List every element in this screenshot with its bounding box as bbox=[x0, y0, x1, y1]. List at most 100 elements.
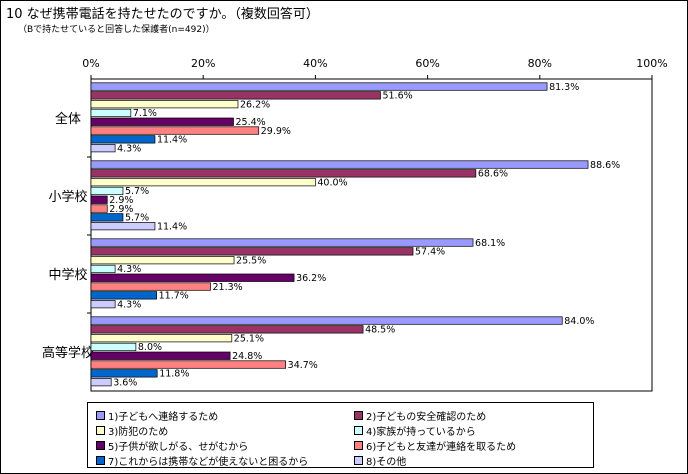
bar bbox=[90, 378, 112, 387]
legend-swatch bbox=[354, 426, 363, 435]
data-label: 25.4% bbox=[235, 117, 265, 128]
legend-swatch bbox=[96, 426, 105, 435]
bar bbox=[90, 126, 260, 135]
category-label: 小学校 bbox=[48, 189, 87, 205]
data-label: 4.3% bbox=[117, 299, 141, 310]
legend-swatch bbox=[354, 456, 363, 465]
data-label: 26.2% bbox=[240, 99, 270, 110]
bar bbox=[90, 135, 156, 144]
bar bbox=[90, 256, 235, 265]
data-label: 48.5% bbox=[365, 325, 395, 336]
data-label: 7.1% bbox=[133, 108, 157, 119]
legend-item: 3)防犯のため bbox=[96, 423, 168, 438]
bar bbox=[90, 264, 116, 274]
bar bbox=[90, 144, 116, 153]
data-label: 81.3% bbox=[549, 82, 579, 93]
bar bbox=[90, 213, 124, 222]
data-label: 11.7% bbox=[159, 291, 189, 302]
data-label: 21.3% bbox=[212, 282, 242, 293]
x-tick-label: 100% bbox=[636, 57, 667, 70]
legend-label: 2)子どもの安全確認のため bbox=[366, 412, 487, 423]
bar bbox=[90, 300, 116, 309]
data-label: 11.4% bbox=[157, 135, 187, 146]
bar bbox=[90, 204, 108, 213]
bar bbox=[90, 334, 233, 343]
legend-item: 7)これからは携帯などが使えないと困るから bbox=[96, 453, 308, 468]
bar bbox=[90, 160, 589, 169]
data-label: 36.2% bbox=[296, 273, 326, 284]
legend-item: 2)子どもの安全確認のため bbox=[354, 408, 486, 423]
bar bbox=[90, 360, 287, 369]
data-label: 5.7% bbox=[125, 213, 149, 224]
legend-swatch bbox=[96, 456, 105, 465]
legend-item: 8)その他 bbox=[354, 453, 406, 468]
legend-label: 7)これからは携帯などが使えないと困るから bbox=[108, 457, 309, 468]
data-label: 2.9% bbox=[109, 195, 133, 206]
data-label: 88.6% bbox=[590, 160, 620, 171]
legend-label: 5)子供が欲しがる、せがむから bbox=[108, 442, 249, 453]
bar bbox=[90, 342, 137, 352]
data-label: 40.0% bbox=[317, 177, 347, 188]
data-label: 25.5% bbox=[236, 255, 266, 266]
bar bbox=[90, 369, 158, 378]
x-tick-label: 60% bbox=[415, 57, 439, 70]
legend-swatch bbox=[96, 441, 105, 450]
bar bbox=[90, 273, 295, 282]
data-label: 29.9% bbox=[261, 126, 291, 137]
x-tick-label: 80% bbox=[528, 57, 552, 70]
data-label: 24.8% bbox=[232, 351, 262, 362]
bar bbox=[90, 117, 234, 126]
bar bbox=[90, 169, 477, 178]
data-label: 3.6% bbox=[113, 377, 137, 388]
data-label: 4.3% bbox=[117, 264, 141, 275]
bar bbox=[90, 238, 474, 247]
x-tick-label: 0% bbox=[82, 57, 99, 70]
category-label: 高等学校 bbox=[42, 345, 94, 361]
data-label: 68.1% bbox=[475, 238, 505, 249]
legend-swatch bbox=[354, 441, 363, 450]
bar bbox=[90, 247, 414, 256]
x-tick-label: 40% bbox=[303, 57, 327, 70]
bar bbox=[90, 282, 211, 291]
bar bbox=[90, 222, 156, 231]
category-label: 全体 bbox=[55, 111, 81, 127]
bar bbox=[90, 100, 239, 109]
legend-label: 8)その他 bbox=[366, 457, 407, 468]
legend-swatch bbox=[96, 411, 105, 420]
data-label: 34.7% bbox=[288, 360, 318, 371]
category-label: 中学校 bbox=[48, 267, 87, 283]
legend-item: 6)子どもと友達が連絡を取るため bbox=[354, 438, 516, 453]
data-label: 51.6% bbox=[382, 91, 412, 102]
bar bbox=[90, 291, 157, 300]
legend-label: 4)家族が持っているから bbox=[366, 427, 476, 438]
data-label: 5.7% bbox=[125, 186, 149, 197]
bar bbox=[90, 351, 231, 360]
legend-swatch bbox=[354, 411, 363, 420]
data-label: 4.3% bbox=[117, 143, 141, 154]
data-label: 68.6% bbox=[478, 169, 508, 180]
data-label: 11.4% bbox=[157, 221, 187, 232]
legend-label: 1)子どもへ連絡するため bbox=[108, 412, 219, 423]
chart-legend: 1)子どもへ連絡するため 2)子どもの安全確認のため 3)防犯のため 4)家族が持って… bbox=[87, 402, 594, 468]
bar bbox=[90, 178, 316, 187]
data-label: 2.9% bbox=[109, 204, 133, 215]
bar bbox=[90, 316, 563, 325]
chart-title: 10 なぜ携帯電話を持たせたのですか。（複数回答可） bbox=[6, 7, 319, 22]
bar bbox=[90, 186, 124, 196]
data-label: 84.0% bbox=[564, 316, 594, 327]
data-label: 8.0% bbox=[138, 342, 162, 353]
x-tick-label: 20% bbox=[191, 57, 215, 70]
bar bbox=[90, 91, 381, 100]
chart-subtitle: （Bで持たせていると回答した保護者(n=492)） bbox=[18, 25, 215, 35]
legend-item: 5)子供が欲しがる、せがむから bbox=[96, 438, 248, 453]
data-label: 57.4% bbox=[415, 247, 445, 258]
legend-item: 4)家族が持っているから bbox=[354, 423, 476, 438]
bar bbox=[90, 108, 132, 118]
legend-item: 1)子どもへ連絡するため bbox=[96, 408, 218, 423]
bar bbox=[90, 195, 108, 204]
data-label: 25.1% bbox=[234, 333, 264, 344]
bar bbox=[90, 82, 548, 91]
bar bbox=[90, 325, 364, 334]
data-label: 11.8% bbox=[159, 369, 189, 380]
